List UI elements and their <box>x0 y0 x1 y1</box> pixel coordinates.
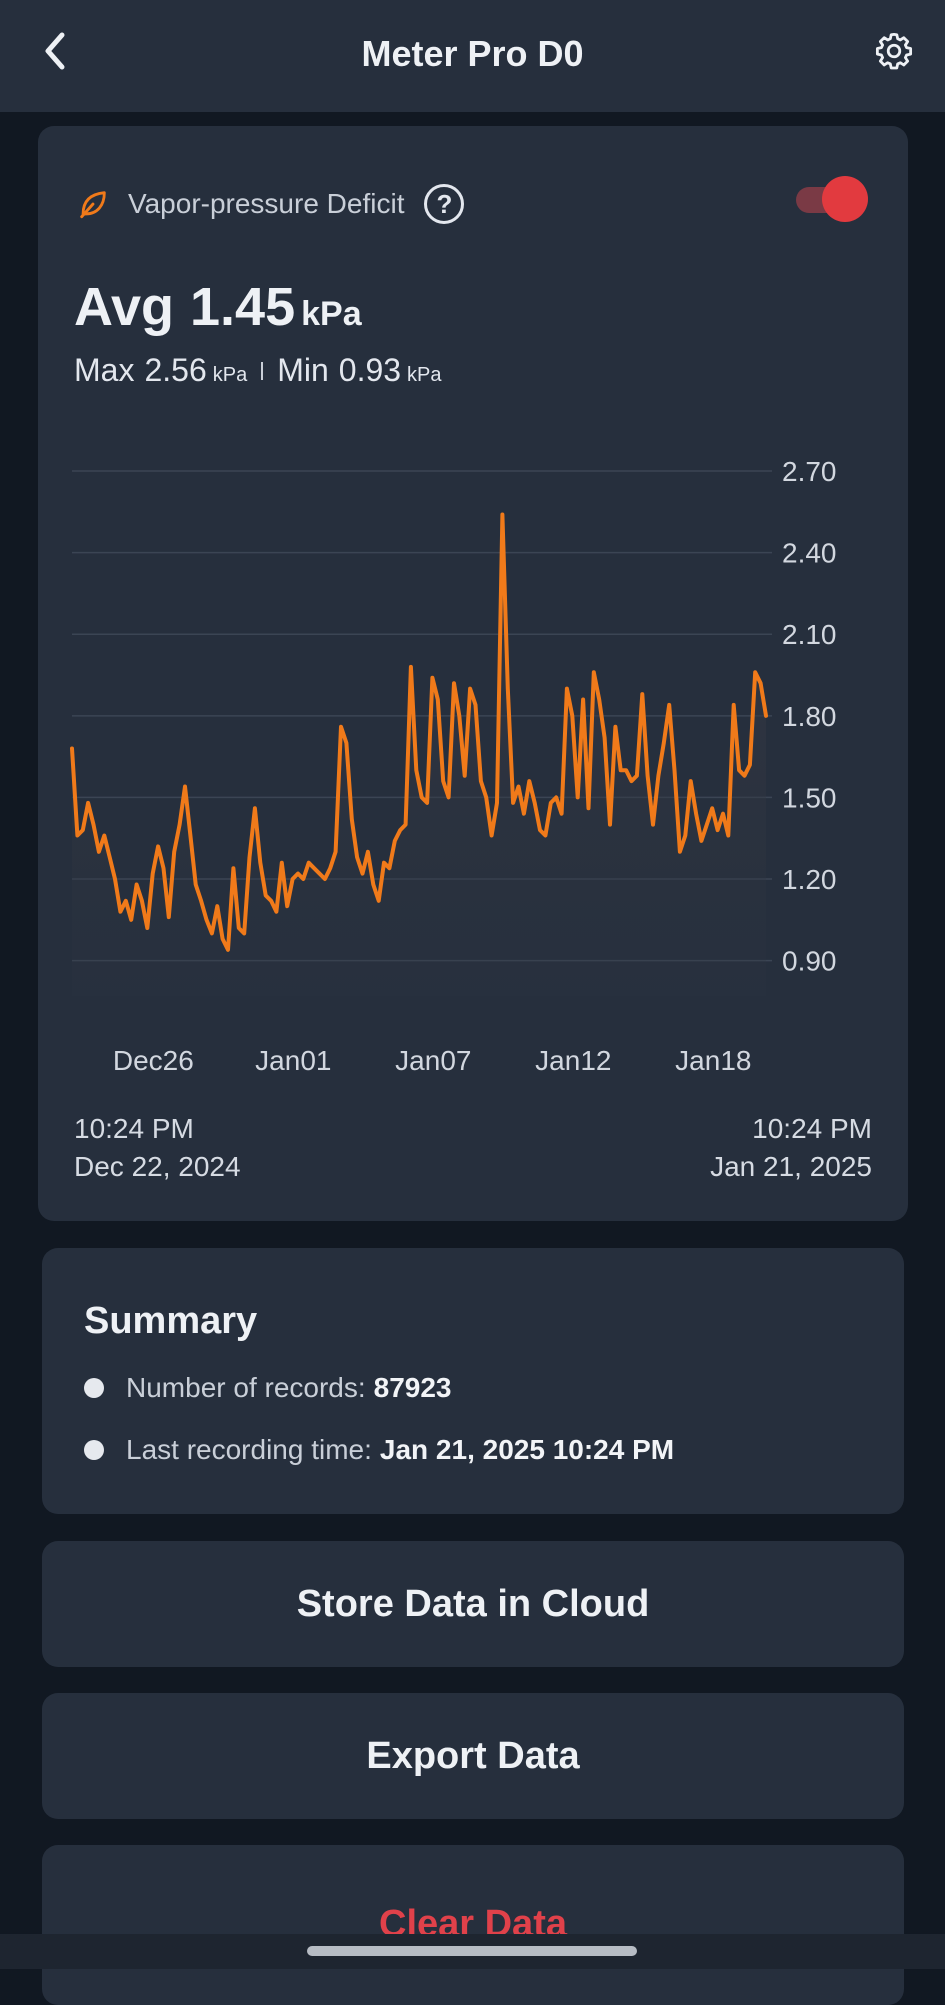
y-tick-label: 1.80 <box>782 701 837 732</box>
range-end-date: Jan 21, 2025 <box>710 1151 872 1182</box>
x-tick-label: Jan12 <box>535 1045 611 1076</box>
summary-last-recording: Last recording time: Jan 21, 2025 10:24 … <box>84 1434 674 1466</box>
help-button[interactable]: ? <box>424 184 465 224</box>
y-tick-label: 1.20 <box>782 864 837 895</box>
divider <box>261 361 264 380</box>
last-recording-value: Jan 21, 2025 10:24 PM <box>379 1434 675 1465</box>
settings-button[interactable] <box>867 24 921 78</box>
max-label: Max <box>74 352 135 388</box>
summary-records: Number of records: 87923 <box>84 1372 452 1404</box>
series-area <box>72 514 766 996</box>
max-min-readout: Max 2.56 kPa Min 0.93 kPa <box>74 352 442 389</box>
home-indicator[interactable] <box>307 1946 637 1956</box>
page-title: Meter Pro D0 <box>361 33 584 74</box>
series-line <box>70 512 768 952</box>
summary-title: Summary <box>84 1300 258 1342</box>
metric-toggle[interactable] <box>792 176 868 222</box>
export-data-button[interactable]: Export Data <box>42 1693 904 1819</box>
x-tick-label: Jan18 <box>675 1045 751 1076</box>
min-unit: kPa <box>407 364 442 386</box>
min-value: 0.93 <box>338 352 402 388</box>
y-tick-label: 2.10 <box>782 619 837 650</box>
x-tick-label: Dec26 <box>113 1045 194 1076</box>
clear-data-button[interactable]: Clear Data <box>42 1845 904 2005</box>
metric-label: Vapor-pressure Deficit <box>128 188 405 219</box>
app-header: Meter Pro D0 <box>0 0 945 112</box>
range-end: 10:24 PM Jan 21, 2025 <box>710 1110 872 1186</box>
help-icon: ? <box>436 188 453 219</box>
metric-row: Vapor-pressure Deficit ? <box>76 180 876 228</box>
range-start: 10:24 PM Dec 22, 2024 <box>74 1110 241 1186</box>
y-tick-label: 2.70 <box>782 456 837 487</box>
min-label: Min <box>277 352 329 388</box>
avg-unit: kPa <box>301 295 362 333</box>
x-tick-label: Jan01 <box>255 1045 331 1076</box>
back-button[interactable] <box>30 22 80 80</box>
bullet-icon <box>84 1440 104 1460</box>
leaf-icon <box>80 191 106 219</box>
range-end-time: 10:24 PM <box>752 1113 872 1144</box>
max-value: 2.56 <box>144 352 207 388</box>
summary-card: Summary Number of records: 87923 Last re… <box>42 1248 904 1514</box>
toggle-knob <box>822 176 868 222</box>
y-tick-label: 1.50 <box>782 782 837 813</box>
avg-value: 1.45 <box>190 277 296 337</box>
chevron-left-icon <box>45 32 65 70</box>
avg-label: Avg <box>74 277 175 337</box>
x-tick-label: Jan07 <box>395 1045 471 1076</box>
y-tick-label: 2.40 <box>782 538 837 569</box>
records-value: 87923 <box>373 1372 452 1403</box>
y-tick-label: 0.90 <box>782 946 837 977</box>
store-cloud-button[interactable]: Store Data in Cloud <box>42 1541 904 1667</box>
range-start-date: Dec 22, 2024 <box>74 1151 241 1182</box>
last-recording-label: Last recording time: <box>126 1434 372 1465</box>
range-start-time: 10:24 PM <box>74 1113 194 1144</box>
bullet-icon <box>84 1378 104 1398</box>
max-unit: kPa <box>212 364 248 386</box>
vpd-chart[interactable]: 2.70 2.40 2.10 1.80 1.50 1.20 0.90 Dec26 Jan01 J… <box>38 126 908 1106</box>
average-readout: Avg 1.45 kPa <box>74 276 362 338</box>
vpd-chart-card: Vapor-pressure Deficit ? Avg 1.45 kPa Ma… <box>38 126 908 1221</box>
records-label: Number of records: <box>126 1372 366 1403</box>
gear-icon <box>875 32 913 70</box>
